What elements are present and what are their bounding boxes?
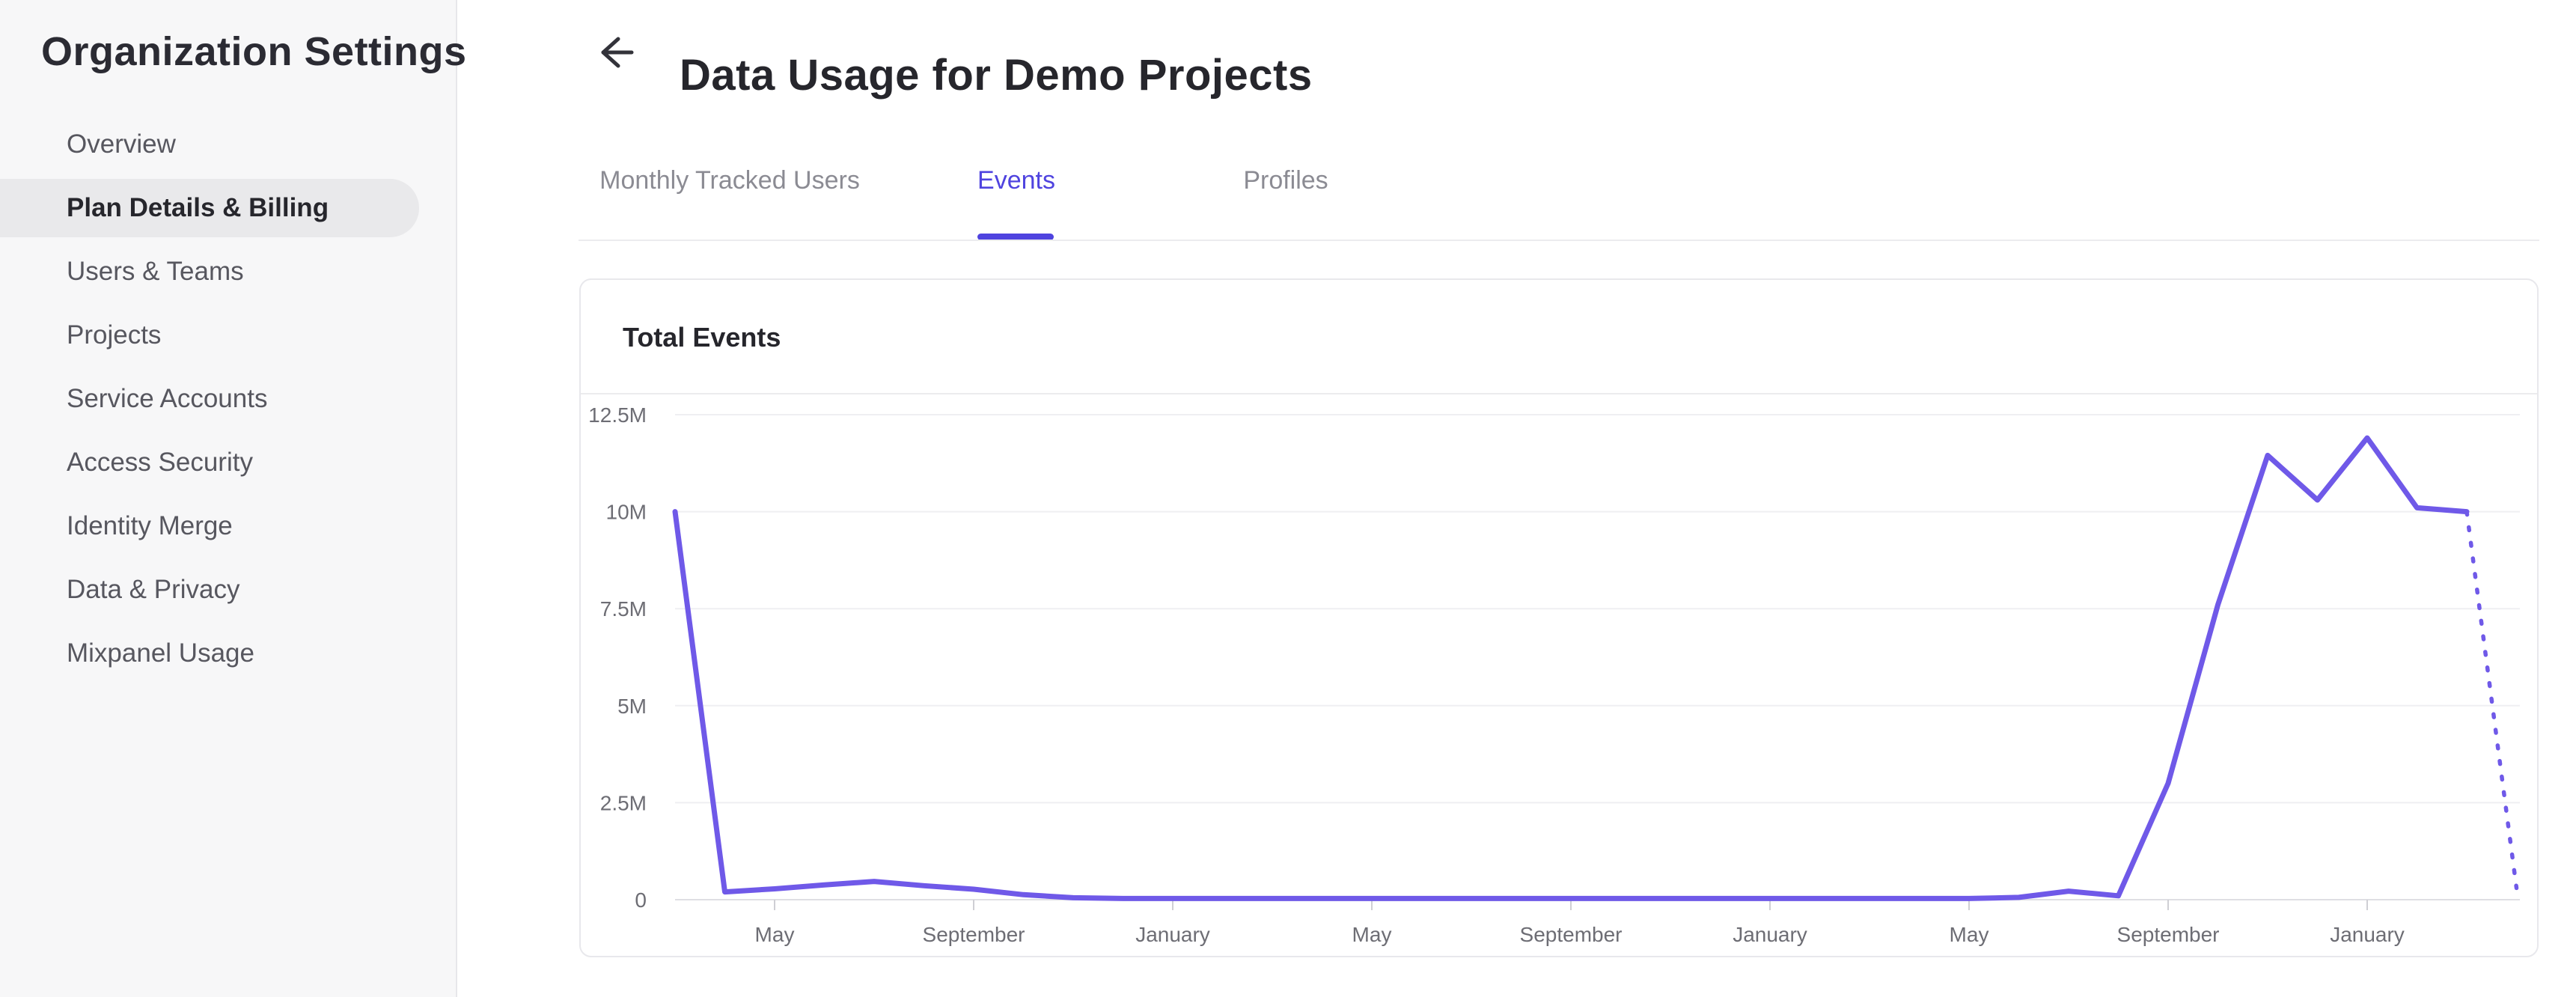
sidebar-item-service-accounts[interactable]: Service Accounts bbox=[0, 367, 419, 430]
y-axis-tick-label: 12.5M bbox=[588, 403, 647, 427]
x-axis-tick-label: September bbox=[1520, 923, 1623, 946]
sidebar-item-data-privacy[interactable]: Data & Privacy bbox=[0, 558, 419, 621]
total-events-series-line bbox=[672, 435, 2470, 901]
sidebar-item-access-security[interactable]: Access Security bbox=[0, 430, 419, 494]
total-events-card: Total Events 0 2.5M 5M 7.5M 10M 12.5M May Septe… bbox=[579, 278, 2539, 957]
x-axis-tick-label: September bbox=[923, 923, 1025, 946]
sidebar-title: Organization Settings bbox=[41, 29, 467, 74]
sidebar-item-mixpanel-usage[interactable]: Mixpanel Usage bbox=[0, 621, 419, 685]
sidebar-item-label: Access Security bbox=[67, 447, 253, 477]
active-tab-underline bbox=[977, 234, 1054, 240]
total-events-projection-dotted-line bbox=[2464, 509, 2519, 891]
y-axis-tick-label: 2.5M bbox=[600, 791, 647, 814]
x-axis-tick-label: May bbox=[1352, 923, 1392, 946]
sidebar: Organization Settings Overview Plan Detai… bbox=[0, 0, 466, 997]
tab-events[interactable]: Events bbox=[977, 166, 1055, 195]
y-axis-tick-label: 0 bbox=[635, 888, 647, 912]
x-axis-tick-label: September bbox=[2117, 923, 2220, 946]
tab-monthly-tracked-users[interactable]: Monthly Tracked Users bbox=[599, 166, 860, 195]
sidebar-item-label: Data & Privacy bbox=[67, 574, 240, 604]
sidebar-item-label: Overview bbox=[67, 129, 176, 159]
x-axis-tick-label: January bbox=[1135, 923, 1210, 946]
x-axis-tick-label: May bbox=[1950, 923, 1989, 946]
sidebar-item-overview[interactable]: Overview bbox=[0, 112, 419, 176]
x-axis-tick-label: January bbox=[1733, 923, 1807, 946]
card-title: Total Events bbox=[623, 322, 781, 353]
y-axis-tick-label: 5M bbox=[617, 695, 647, 718]
total-events-line-chart[interactable]: 0 2.5M 5M 7.5M 10M 12.5M May September January Ma… bbox=[581, 280, 2537, 956]
sidebar-item-label: Mixpanel Usage bbox=[67, 638, 254, 668]
sidebar-item-plan-details-billing[interactable]: Plan Details & Billing bbox=[0, 178, 419, 237]
sidebar-item-label: Projects bbox=[67, 320, 162, 350]
page-title: Data Usage for Demo Projects bbox=[680, 50, 1313, 100]
sidebar-item-users-teams[interactable]: Users & Teams bbox=[0, 240, 419, 303]
y-axis-tick-label: 10M bbox=[606, 501, 647, 524]
x-axis-tick-label: January bbox=[2330, 923, 2405, 946]
sidebar-item-label: Users & Teams bbox=[67, 256, 244, 286]
back-button[interactable] bbox=[591, 30, 636, 75]
tab-profiles[interactable]: Profiles bbox=[1243, 166, 1328, 195]
tabs-divider bbox=[579, 240, 2539, 241]
arrow-left-icon bbox=[601, 37, 634, 68]
sidebar-item-label: Service Accounts bbox=[67, 383, 268, 413]
sidebar-item-label: Identity Merge bbox=[67, 510, 233, 540]
card-header-divider bbox=[581, 393, 2537, 394]
sidebar-item-label: Plan Details & Billing bbox=[67, 192, 329, 222]
sidebar-item-projects[interactable]: Projects bbox=[0, 303, 419, 367]
sidebar-item-identity-merge[interactable]: Identity Merge bbox=[0, 494, 419, 558]
sidebar-nav: Overview Plan Details & Billing Users & Te… bbox=[0, 112, 457, 685]
x-axis-tick-label: May bbox=[755, 923, 795, 946]
y-axis-tick-label: 7.5M bbox=[600, 597, 647, 621]
